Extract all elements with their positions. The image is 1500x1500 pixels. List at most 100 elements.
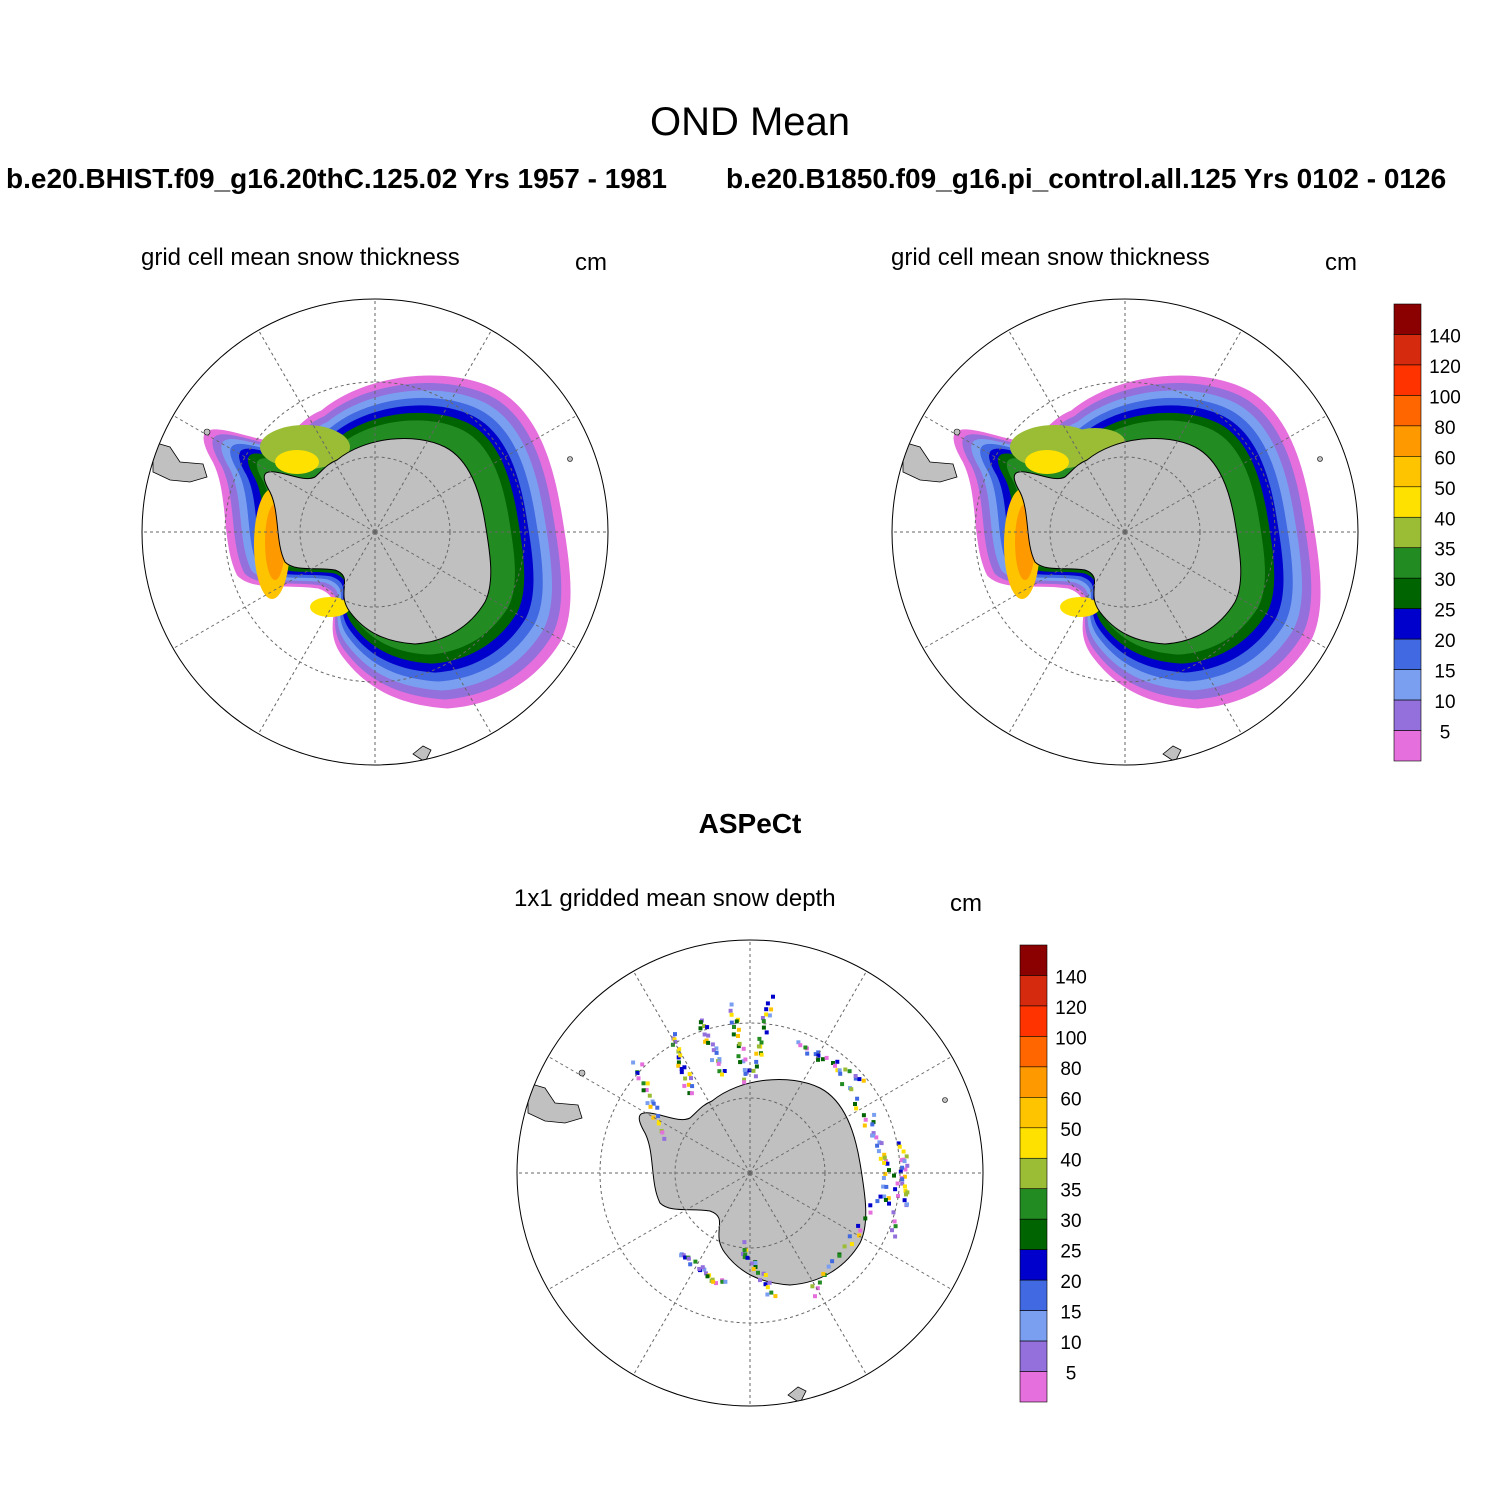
panel-bottom-case-title: ASPeCt (698, 808, 802, 839)
observation-cell (902, 1184, 907, 1189)
meridian-line (172, 531, 376, 649)
observation-cell (729, 1020, 734, 1025)
observation-cell (901, 1149, 906, 1154)
observation-cell (890, 1228, 894, 1233)
observation-cell (810, 1284, 815, 1289)
observation-cell (736, 1027, 741, 1032)
observation-cell (682, 1065, 687, 1070)
observation-cell (771, 994, 775, 999)
observation-cell (763, 1282, 768, 1287)
colorbar-tick-label: 80 (1060, 1059, 1081, 1080)
colorbar-swatch (1393, 669, 1422, 701)
observation-cell (883, 1198, 888, 1202)
observation-cell (840, 1082, 845, 1087)
colorbar-tick-label: 25 (1434, 601, 1455, 622)
observation-cell (749, 1261, 754, 1266)
observation-cell (820, 1057, 825, 1062)
observation-cell (650, 1099, 655, 1104)
panel-right-subtitle: grid cell mean snow thickness (891, 244, 1210, 271)
colorbar-swatch (1019, 1340, 1048, 1372)
observation-cell (883, 1171, 888, 1176)
observation-cell (742, 1077, 747, 1082)
colorbar-swatch (1019, 944, 1048, 976)
observation-cell (704, 1271, 708, 1276)
observation-cell (717, 1069, 722, 1074)
observation-cell (645, 1081, 650, 1086)
observation-cell (689, 1091, 694, 1096)
observation-cell (763, 1273, 768, 1277)
map-panel-right (891, 298, 1359, 766)
observation-cell (769, 1290, 774, 1295)
colorbar-swatch (1393, 699, 1422, 731)
observation-cell (728, 1008, 733, 1013)
observation-cell (697, 1266, 702, 1271)
observation-cell (905, 1163, 910, 1168)
observation-cell (731, 1032, 736, 1037)
observation-cell (813, 1294, 817, 1299)
observation-cell (706, 1040, 711, 1045)
observation-cell (831, 1061, 835, 1065)
observation-cell (716, 1061, 721, 1066)
observation-cell (676, 1063, 681, 1068)
observation-cell (651, 1115, 656, 1120)
meridian-line (374, 531, 578, 649)
meridian-line (633, 1172, 751, 1376)
observation-cell (751, 1068, 756, 1073)
colorbar-swatch (1393, 395, 1422, 427)
observation-cell (700, 1265, 705, 1270)
observation-cell (885, 1161, 890, 1166)
meridian-line (1124, 531, 1328, 649)
map-panel-left (141, 298, 609, 766)
observation-cell (736, 1054, 741, 1059)
colorbar-swatch (1019, 975, 1048, 1007)
observation-cell (871, 1131, 876, 1136)
observation-cell (767, 1013, 772, 1018)
observation-cell (734, 1019, 739, 1024)
panel-bottom-subtitle: 1x1 gridded mean snow depth (514, 885, 836, 912)
observation-cell (826, 1264, 831, 1269)
map-panel-right-south-america (902, 441, 958, 483)
observation-cell (705, 1025, 710, 1030)
observation-cell (853, 1076, 858, 1081)
colorbar-tick-label: 40 (1434, 509, 1455, 530)
observation-cell (884, 1184, 889, 1189)
observation-cell (838, 1071, 843, 1076)
observation-cell (853, 1102, 857, 1106)
map-panel-right-island (1317, 456, 1323, 462)
map-panel-bottom-graticule (517, 940, 983, 1406)
map-panel-bottom-content (527, 994, 948, 1404)
observation-cell (882, 1152, 887, 1157)
observation-cell (710, 1058, 714, 1063)
colorbar-swatch (1393, 730, 1422, 762)
observation-cell (857, 1077, 862, 1082)
observation-cell (875, 1199, 880, 1204)
observation-cell (761, 1019, 766, 1024)
observation-cell (676, 1060, 681, 1065)
map-panel-bottom-island (942, 1097, 948, 1103)
observation-cell (764, 1007, 769, 1012)
observation-cell (849, 1242, 854, 1247)
colorbar-tick-label: 5 (1440, 723, 1451, 744)
map-panel-bottom-south-america (527, 1082, 583, 1124)
colorbar-tick-label: 20 (1434, 631, 1455, 652)
observation-cell (868, 1203, 873, 1208)
observation-cell (743, 1071, 748, 1076)
observation-cell (875, 1143, 880, 1148)
observation-cell (761, 1025, 766, 1030)
colorbar-swatch (1393, 608, 1422, 640)
observation-cell (758, 1278, 762, 1283)
observation-cell (882, 1160, 887, 1165)
observation-cell (686, 1082, 691, 1087)
colorbar-tick-label: 120 (1429, 357, 1461, 378)
snow-contour (1025, 450, 1069, 474)
observation-cell (893, 1234, 898, 1239)
observation-cell (833, 1063, 837, 1068)
observation-cell (683, 1076, 688, 1081)
observation-cell (679, 1067, 684, 1071)
meridian-line (547, 1172, 751, 1290)
observation-cell (902, 1174, 907, 1179)
observation-cell (754, 1059, 759, 1064)
map-panel-bottom-new-zealand (787, 1386, 807, 1404)
observation-cell (861, 1078, 866, 1083)
